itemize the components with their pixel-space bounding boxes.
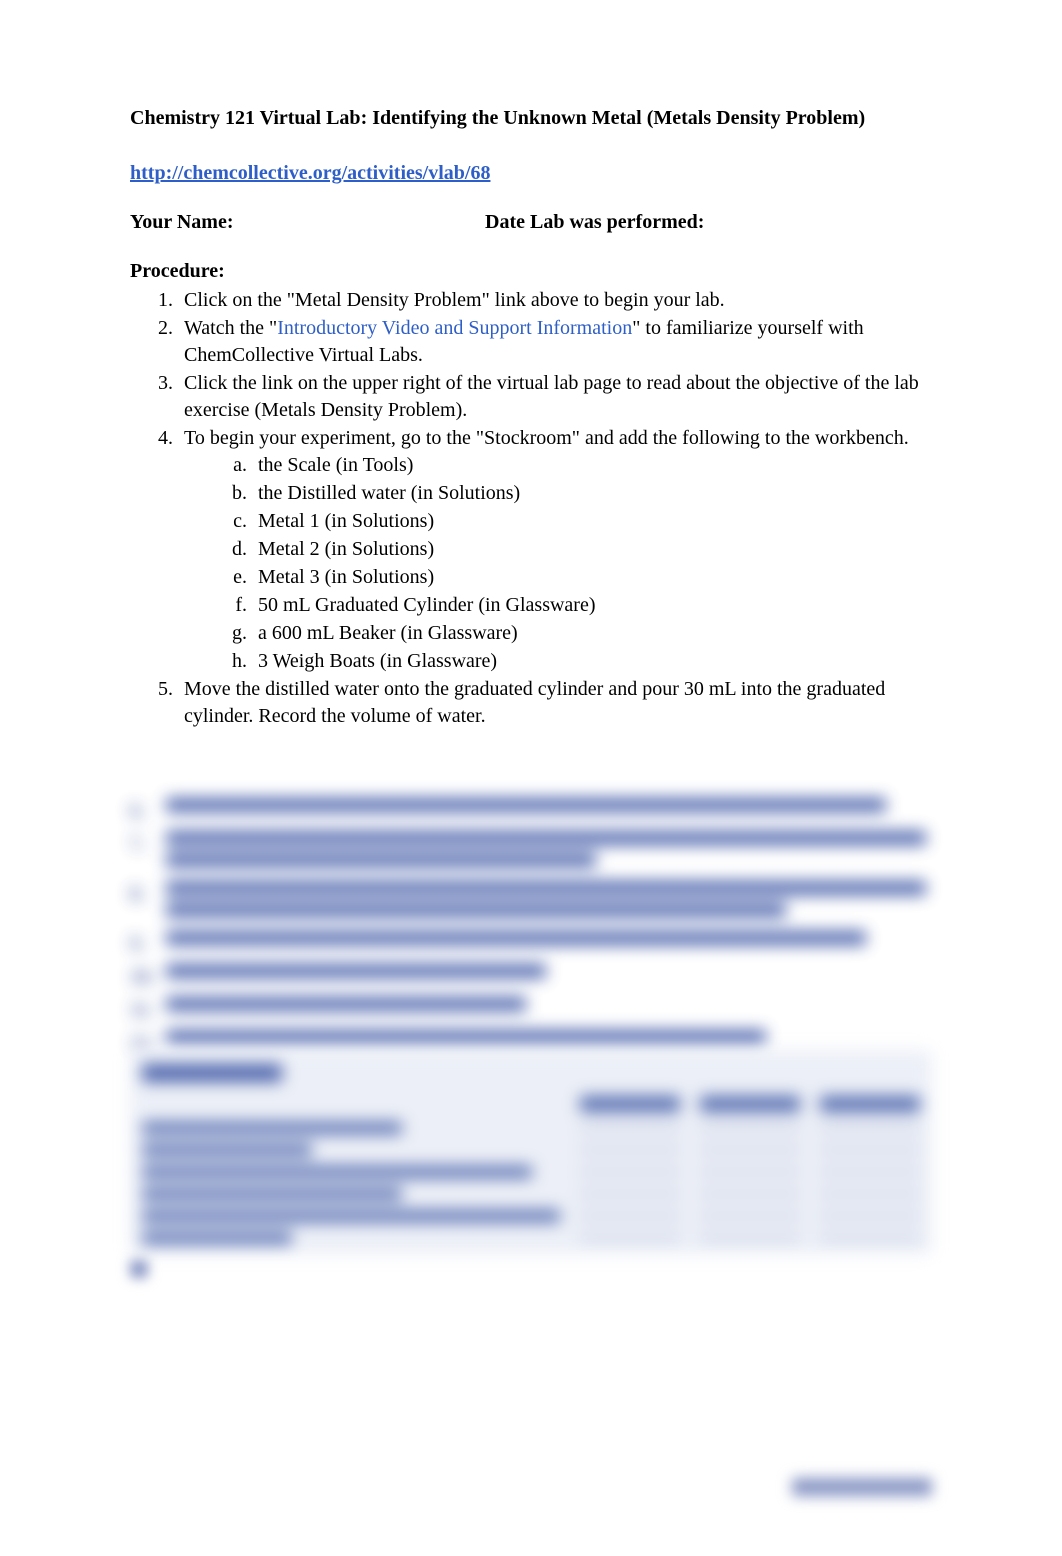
blurred-data-table xyxy=(130,1050,932,1254)
blurred-footer xyxy=(792,1478,932,1496)
step-4b-text: the Distilled water (in Solutions) xyxy=(258,482,520,504)
step-2-text-a: Watch the " xyxy=(184,317,277,339)
step-4g: a 600 mL Beaker (in Glassware) xyxy=(252,620,932,647)
procedure-list: Click on the "Metal Density Problem" lin… xyxy=(130,287,932,730)
step-4-sublist: the Scale (in Tools) the Distilled water… xyxy=(184,452,932,675)
blurred-marker xyxy=(130,1260,148,1278)
step-1-text: Click on the "Metal Density Problem" lin… xyxy=(184,289,725,311)
procedure-heading: Procedure: xyxy=(130,258,932,285)
step-4f: 50 mL Graduated Cylinder (in Glassware) xyxy=(252,592,932,619)
step-4-text: To begin your experiment, go to the "Sto… xyxy=(184,427,909,449)
step-4h: 3 Weigh Boats (in Glassware) xyxy=(252,648,932,675)
step-4: To begin your experiment, go to the "Sto… xyxy=(178,425,932,675)
blurred-steps-region: 6. 7. 8. 9. 10. 11. 12. xyxy=(130,798,932,1063)
title-sep: : xyxy=(361,107,373,129)
name-date-line: Your Name: Date Lab was performed: xyxy=(130,209,932,236)
title-main: Identifying the Unknown Metal (Metals De… xyxy=(372,107,865,129)
step-2: Watch the "Introductory Video and Suppor… xyxy=(178,315,932,369)
step-4h-text: 3 Weigh Boats (in Glassware) xyxy=(258,650,497,672)
step-4e: Metal 3 (in Solutions) xyxy=(252,564,932,591)
step-4a: the Scale (in Tools) xyxy=(252,452,932,479)
page-title: Chemistry 121 Virtual Lab: Identifying t… xyxy=(130,105,932,132)
step-4a-text: the Scale (in Tools) xyxy=(258,454,413,476)
your-name-label: Your Name: xyxy=(130,209,485,236)
step-4f-text: 50 mL Graduated Cylinder (in Glassware) xyxy=(258,594,596,616)
step-4c: Metal 1 (in Solutions) xyxy=(252,508,932,535)
step-4g-text: a 600 mL Beaker (in Glassware) xyxy=(258,622,518,644)
step-1: Click on the "Metal Density Problem" lin… xyxy=(178,287,932,314)
step-4b: the Distilled water (in Solutions) xyxy=(252,480,932,507)
step-4d-text: Metal 2 (in Solutions) xyxy=(258,538,434,560)
date-label: Date Lab was performed: xyxy=(485,209,704,236)
title-prefix: Chemistry 121 Virtual Lab xyxy=(130,107,361,129)
intro-video-link[interactable]: Introductory Video and Support Informati… xyxy=(277,317,632,339)
step-4d: Metal 2 (in Solutions) xyxy=(252,536,932,563)
step-5: Move the distilled water onto the gradua… xyxy=(178,676,932,730)
lab-url-link[interactable]: http://chemcollective.org/activities/vla… xyxy=(130,160,932,187)
step-3: Click the link on the upper right of the… xyxy=(178,370,932,424)
step-5-text: Move the distilled water onto the gradua… xyxy=(184,678,885,727)
step-4c-text: Metal 1 (in Solutions) xyxy=(258,510,434,532)
step-3-text: Click the link on the upper right of the… xyxy=(184,372,919,421)
step-4e-text: Metal 3 (in Solutions) xyxy=(258,566,434,588)
